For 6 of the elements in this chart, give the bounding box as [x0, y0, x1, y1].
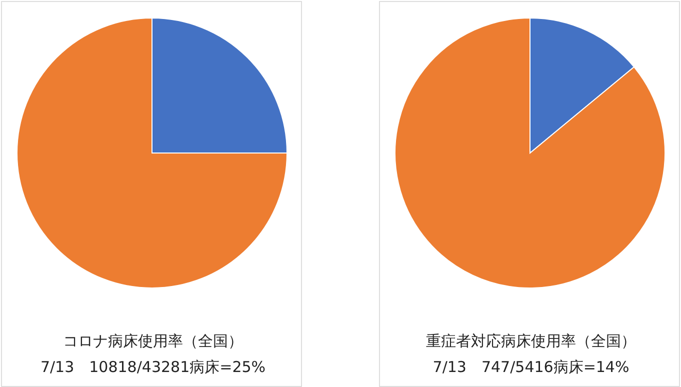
pie-slice [394, 18, 666, 288]
text: 重症者対応病床使用率（全国） [426, 332, 636, 350]
pie-slice [16, 18, 288, 288]
text: 7/13 10818/43281病床=25% [40, 358, 266, 376]
text: 7/13 747/5416病床=14% [432, 358, 630, 376]
text: コロナ病床使用率（全国） [63, 332, 243, 350]
